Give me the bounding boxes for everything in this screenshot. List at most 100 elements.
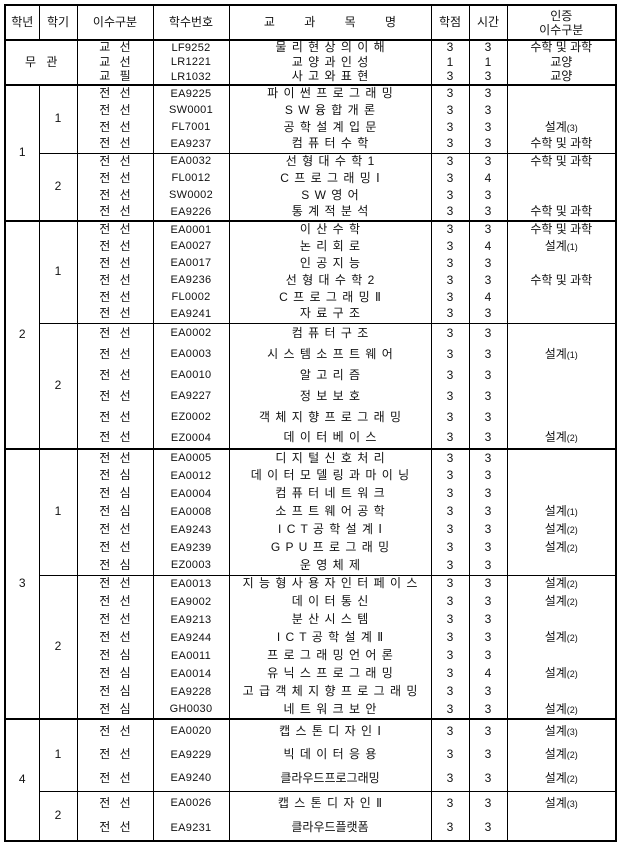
hours-cell: 3 — [468, 629, 508, 647]
course-code-cell: EA0014 — [152, 665, 230, 683]
credits-cell: 3 — [430, 539, 470, 557]
category-cell: 전 선 — [76, 306, 154, 323]
credits-cell: 3 — [430, 289, 470, 306]
credits-cell: 3 — [430, 255, 470, 272]
course-code-cell: EA9213 — [152, 611, 230, 629]
cert-cell: 설계(2) — [506, 428, 617, 449]
hours-cell: 4 — [468, 170, 508, 187]
cert-cell — [506, 170, 617, 187]
course-title-cell: 클라우드플랫폼 — [228, 816, 432, 841]
course-code-cell: EA9243 — [152, 521, 230, 539]
semester-cell: 1 — [38, 84, 78, 153]
col-header-cert-line2: 이수구분 — [539, 22, 584, 37]
course-title-cell: I C T 공 학 설 계 Ⅱ — [228, 629, 432, 647]
category-cell: 전 선 — [76, 152, 154, 170]
category-cell: 전 선 — [76, 428, 154, 449]
category-cell: 전 심 — [76, 485, 154, 503]
course-title-cell: 디 지 털 신 호 처 리 — [228, 448, 432, 467]
hours-cell: 3 — [468, 187, 508, 204]
header-row: 학년 학기 이수구분 학수번호 교 과 목 명 학점 시간 인증 이수구분 — [4, 5, 617, 41]
credits-cell: 3 — [430, 344, 470, 365]
course-row: 전 심 GH0030 네 트 워 크 보 안 3 3 설계(2) — [5, 701, 617, 719]
course-title-cell: 지 능 형 사 용 자 인 터 페 이 스 — [228, 574, 432, 593]
hours-cell: 3 — [468, 503, 508, 521]
col-header-title: 교 과 목 명 — [228, 5, 432, 41]
course-code-cell: EA9225 — [152, 84, 230, 102]
hours-cell: 3 — [468, 220, 508, 238]
course-title-cell: 통 계 적 분 석 — [228, 204, 432, 221]
course-row: 전 선 EZ0004 데 이 터 베 이 스 3 3 설계(2) — [5, 428, 617, 449]
category-cell: 전 선 — [76, 187, 154, 204]
cert-cell: 수학 및 과학 — [506, 272, 617, 289]
credits-cell: 3 — [430, 119, 470, 136]
hours-cell: 3 — [468, 386, 508, 407]
credits-cell: 3 — [430, 152, 470, 170]
course-code-cell: EA9227 — [152, 386, 230, 407]
credits-cell: 3 — [430, 187, 470, 204]
cert-cell — [506, 289, 617, 306]
category-cell: 교 선 — [76, 55, 154, 70]
course-row: 전 선 EA9229 빅 데 이 터 응 용 3 3 설계(2) — [5, 743, 617, 767]
credits-cell: 3 — [430, 70, 470, 85]
semester-cell: 1 — [38, 220, 78, 323]
credits-cell: 3 — [430, 683, 470, 701]
category-cell: 전 심 — [76, 701, 154, 719]
course-code-cell: LF9252 — [152, 39, 230, 55]
course-title-cell: G P U 프 로 그 래 밍 — [228, 539, 432, 557]
course-row: 전 선 EA0003 시 스 템 소 프 트 웨 어 3 3 설계(1) — [5, 344, 617, 365]
cert-cell: 수학 및 과학 — [506, 39, 617, 55]
course-title-cell: 분 산 시 스 템 — [228, 611, 432, 629]
category-cell: 전 심 — [76, 665, 154, 683]
course-title-cell: 선 형 대 수 학 1 — [228, 152, 432, 170]
category-cell: 전 심 — [76, 557, 154, 575]
hours-cell: 3 — [468, 272, 508, 289]
hours-cell: 3 — [468, 521, 508, 539]
category-cell: 전 선 — [76, 102, 154, 119]
course-title-cell: 데 이 터 통 신 — [228, 593, 432, 611]
course-code-cell: EA9239 — [152, 539, 230, 557]
col-header-year: 학년 — [4, 5, 40, 41]
hours-cell: 3 — [468, 70, 508, 85]
credits-cell: 3 — [430, 272, 470, 289]
course-code-cell: EZ0004 — [152, 428, 230, 449]
course-row: 전 선 EA9239 G P U 프 로 그 래 밍 3 3 설계(2) — [5, 539, 617, 557]
course-code-cell: EA0027 — [152, 238, 230, 255]
cert-cell — [506, 102, 617, 119]
cert-cell: 설계(3) — [506, 790, 617, 816]
cert-cell: 수학 및 과학 — [506, 136, 617, 153]
category-cell: 전 선 — [76, 448, 154, 467]
semester-cell: 2 — [38, 790, 78, 841]
course-code-cell: EA9240 — [152, 767, 230, 791]
credits-cell: 3 — [430, 407, 470, 428]
credits-cell: 3 — [430, 485, 470, 503]
credits-cell: 3 — [430, 647, 470, 665]
credits-cell: 3 — [430, 220, 470, 238]
credits-cell: 3 — [430, 743, 470, 767]
course-title-cell: 교 양 과 인 성 — [228, 55, 432, 70]
col-header-cert-line1: 인증 — [550, 8, 573, 23]
credits-cell: 3 — [430, 593, 470, 611]
course-row: 전 선 EA9237 컴 퓨 터 수 학 3 3 수학 및 과학 — [5, 136, 617, 153]
course-code-cell: EA0008 — [152, 503, 230, 521]
cert-cell: 설계(2) — [506, 767, 617, 791]
cert-cell: 설계(2) — [506, 539, 617, 557]
category-cell: 전 심 — [76, 467, 154, 485]
hours-cell: 4 — [468, 665, 508, 683]
course-code-cell: EA9236 — [152, 272, 230, 289]
hours-cell: 3 — [468, 683, 508, 701]
course-title-cell: 빅 데 이 터 응 용 — [228, 743, 432, 767]
cert-cell — [506, 611, 617, 629]
course-row: 전 선 EA9244 I C T 공 학 설 계 Ⅱ 3 3 설계(2) — [5, 629, 617, 647]
category-cell: 전 선 — [76, 170, 154, 187]
course-title-cell: 캡 스 톤 디 자 인 Ⅱ — [228, 790, 432, 816]
category-cell: 전 선 — [76, 593, 154, 611]
cert-cell: 설계(2) — [506, 665, 617, 683]
